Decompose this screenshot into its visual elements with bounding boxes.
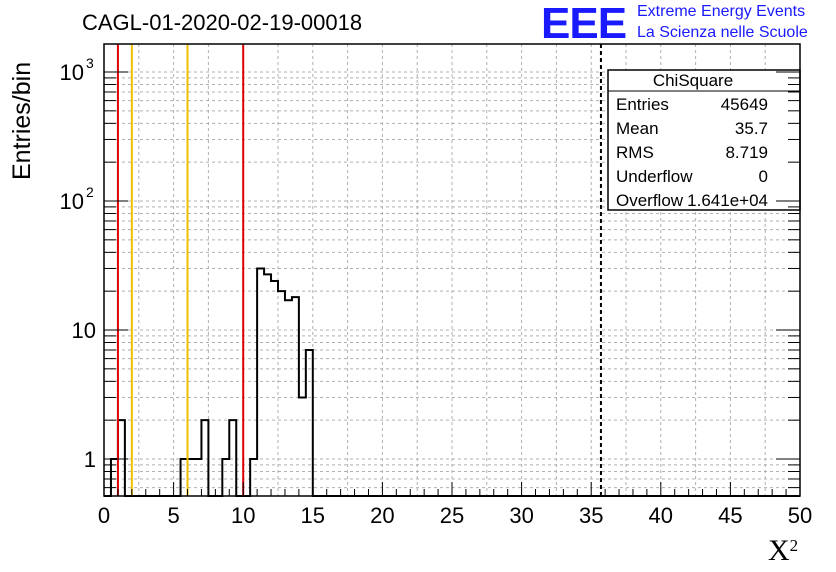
- eee-logo: EEE: [541, 0, 627, 48]
- stats-label: Mean: [616, 119, 659, 138]
- x-tick-label: 5: [167, 503, 179, 528]
- logo-text-line1: Extreme Energy Events: [637, 3, 806, 20]
- y-tick-label: 10: [60, 60, 84, 85]
- stats-value: 45649: [721, 95, 768, 114]
- stats-label: RMS: [616, 143, 654, 162]
- stats-label: Underflow: [616, 167, 693, 186]
- x-tick-label: 50: [788, 503, 812, 528]
- x-tick-label: 25: [440, 503, 464, 528]
- x-tick-label: 15: [301, 503, 325, 528]
- y-axis-label: Entries/bin: [8, 61, 36, 180]
- y-tick-exponent: 3: [86, 55, 94, 71]
- x-axis-label: X2: [768, 534, 799, 567]
- chart-title: CAGL-01-2020-02-19-00018: [82, 10, 363, 35]
- y-tick-label: 10: [72, 318, 96, 343]
- x-tick-label: 40: [649, 503, 673, 528]
- x-tick-label: 20: [370, 503, 394, 528]
- y-tick-label: 10: [60, 189, 84, 214]
- stats-value: 0: [759, 167, 768, 186]
- stats-value: 8.719: [725, 143, 768, 162]
- x-tick-label: 10: [231, 503, 255, 528]
- x-tick-label: 30: [509, 503, 533, 528]
- stats-label: Entries: [616, 95, 669, 114]
- stats-title: ChiSquare: [653, 71, 733, 90]
- y-tick-label: 1: [84, 447, 96, 472]
- stats-value: 1.641e+04: [687, 191, 768, 210]
- stats-value: 35.7: [735, 119, 768, 138]
- x-tick-label: 35: [579, 503, 603, 528]
- y-tick-exponent: 2: [86, 184, 94, 200]
- x-tick-label: 45: [718, 503, 742, 528]
- stats-label: Overflow: [616, 191, 684, 210]
- logo-text-line2: La Scienza nelle Scuole: [637, 24, 808, 41]
- x-tick-label: 0: [98, 503, 110, 528]
- stats-box: [607, 69, 801, 211]
